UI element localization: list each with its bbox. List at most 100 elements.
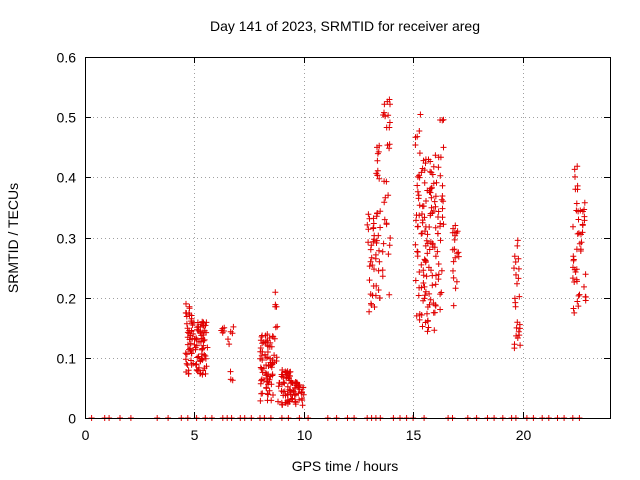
data-point	[574, 278, 580, 285]
data-point	[419, 230, 426, 237]
data-point	[182, 350, 189, 357]
data-point	[369, 292, 376, 299]
data-point	[425, 324, 432, 331]
data-point	[570, 223, 576, 230]
data-point	[440, 144, 447, 151]
data-point	[452, 232, 459, 239]
data-point	[569, 275, 576, 282]
data-point	[284, 397, 291, 404]
data-point	[579, 208, 586, 215]
data-point	[257, 364, 264, 371]
data-point	[274, 323, 281, 330]
data-point	[416, 128, 423, 134]
data-point	[227, 328, 234, 335]
y-axis-label: SRMTID / TECUs	[5, 183, 21, 293]
data-point	[426, 189, 433, 195]
data-point	[413, 217, 419, 224]
data-point	[264, 397, 271, 404]
data-point	[279, 401, 285, 408]
data-point	[435, 271, 442, 278]
data-point	[267, 355, 274, 362]
data-point	[193, 342, 200, 349]
data-point	[379, 267, 386, 274]
data-point	[287, 373, 293, 380]
data-point	[387, 101, 393, 108]
data-point	[416, 212, 423, 219]
data-point	[257, 397, 264, 404]
data-point	[199, 335, 206, 342]
x-tick-label: 0	[82, 427, 90, 443]
x-tick-label: 15	[406, 427, 422, 443]
data-point	[428, 169, 435, 176]
data-point	[367, 258, 374, 265]
data-point	[452, 222, 459, 229]
data-point	[452, 254, 459, 261]
data-point	[375, 287, 382, 293]
data-point	[438, 196, 445, 203]
data-point	[515, 255, 522, 262]
data-point	[374, 157, 381, 164]
data-point	[282, 392, 289, 399]
data-point	[433, 179, 440, 186]
data-point	[387, 235, 394, 241]
data-point	[371, 266, 377, 273]
data-point	[201, 351, 208, 358]
data-point	[435, 164, 442, 171]
data-point	[375, 232, 382, 239]
data-point	[421, 295, 428, 302]
data-point	[219, 329, 226, 336]
data-point	[386, 96, 393, 103]
data-point	[184, 329, 191, 336]
data-point	[415, 192, 422, 199]
data-point	[427, 296, 434, 303]
data-point	[264, 349, 271, 355]
data-point	[230, 323, 237, 330]
data-point	[430, 309, 437, 316]
data-point	[288, 396, 295, 403]
data-point	[578, 239, 585, 246]
data-point	[437, 172, 444, 179]
data-point	[278, 373, 285, 380]
data-point	[374, 210, 380, 217]
data-point	[574, 298, 581, 305]
data-point	[376, 175, 383, 182]
data-point	[259, 348, 266, 355]
data-point	[263, 371, 270, 378]
data-point	[511, 265, 517, 272]
data-point	[183, 300, 189, 307]
data-point	[294, 380, 301, 387]
data-point	[190, 331, 197, 337]
data-point	[516, 332, 523, 339]
data-point	[424, 231, 431, 238]
data-point	[421, 256, 428, 263]
data-point	[450, 274, 457, 281]
data-point	[373, 282, 380, 289]
data-point	[270, 392, 276, 398]
data-point	[440, 198, 447, 205]
data-point	[424, 304, 431, 310]
y-tick-label: 0.4	[57, 170, 77, 186]
data-point	[382, 113, 389, 120]
data-point	[380, 240, 387, 247]
data-point	[438, 289, 445, 296]
axis-ticks: 0 0.1 0.2 0.3 0.4 0.5 0.6 0 5 10 15 20	[57, 50, 610, 443]
data-point	[202, 370, 209, 377]
data-point	[197, 324, 204, 330]
data-point	[414, 248, 421, 255]
data-point	[424, 250, 431, 257]
data-point	[412, 277, 419, 284]
data-point	[572, 173, 578, 180]
data-point	[422, 259, 429, 266]
data-point	[385, 192, 392, 199]
data-point	[289, 395, 296, 402]
y-tick-label: 0.5	[57, 110, 77, 126]
data-point	[432, 224, 439, 231]
data-point	[423, 198, 429, 204]
data-point	[421, 167, 428, 174]
data-point	[440, 116, 447, 123]
data-point	[582, 271, 589, 278]
data-point	[434, 248, 441, 255]
data-point	[427, 189, 434, 196]
data-point	[264, 390, 271, 397]
data-point	[221, 324, 228, 331]
